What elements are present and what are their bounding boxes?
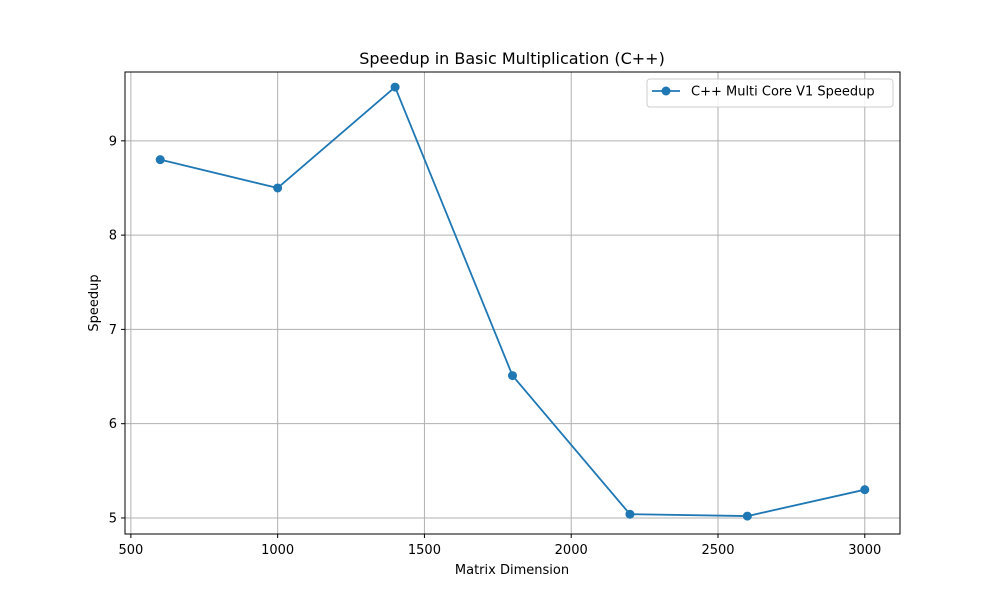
y-tick-label: 5: [109, 511, 117, 526]
x-tick-label: 3000: [848, 543, 881, 558]
data-point: [508, 371, 517, 381]
series-line: [160, 86, 865, 517]
legend-marker-swatch: [661, 86, 671, 96]
x-axis-label: Matrix Dimension: [455, 563, 569, 578]
legend-box: [646, 78, 894, 108]
y-tick-label: 6: [109, 417, 117, 432]
data-point: [860, 485, 870, 495]
data-point: [742, 511, 752, 521]
x-tick-label: 1500: [408, 543, 441, 558]
data-point: [625, 509, 635, 519]
y-tick-label: 9: [109, 134, 117, 149]
plot-area: [155, 82, 870, 521]
y-tick-label: 7: [109, 323, 117, 338]
grid: [125, 72, 900, 534]
data-point: [273, 183, 283, 193]
plot-frame: [124, 71, 901, 535]
legend: C++ Multi Core V1 Speedup: [646, 78, 894, 108]
data-point: [155, 155, 165, 165]
data-point: [390, 82, 400, 92]
axis-ticks: 500 1000 1500 2000 2500 3000 5 6 7 8 9: [109, 134, 882, 558]
x-tick-label: 500: [118, 543, 143, 558]
x-tick-label: 1000: [261, 543, 294, 558]
x-tick-label: 2500: [701, 543, 734, 558]
y-tick-label: 8: [109, 229, 117, 244]
x-tick-label: 2000: [555, 543, 588, 558]
chart-title: Speedup in Basic Multiplication (C++): [359, 49, 665, 68]
legend-label-series-1: C++ Multi Core V1 Speedup: [691, 85, 875, 100]
y-axis-label: Speedup: [87, 274, 102, 331]
